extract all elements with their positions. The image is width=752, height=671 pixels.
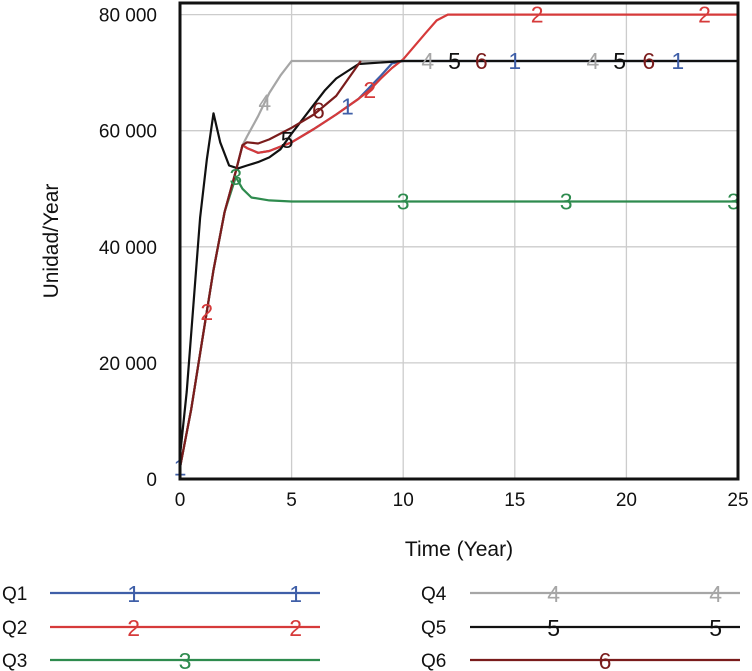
grid bbox=[179, 3, 739, 480]
legend-marker: 4 bbox=[547, 581, 560, 607]
series-marker-q1: 1 bbox=[508, 48, 521, 74]
series-marker-q4: 4 bbox=[587, 48, 600, 74]
legend-label: Q5 bbox=[421, 618, 446, 639]
series-marker-q6: 6 bbox=[312, 98, 325, 124]
x-axis-label: Time (Year) bbox=[405, 538, 513, 561]
x-tick-label: 0 bbox=[175, 490, 186, 511]
legend-label: Q1 bbox=[2, 584, 27, 605]
legend: Q1 1 1 Q2 2 2 Q3 3 Q4 4 4 Q5 5 5 Q6 6 bbox=[2, 581, 740, 671]
legend-item-q4: Q4 4 4 bbox=[421, 581, 740, 607]
legend-marker: 2 bbox=[289, 615, 302, 641]
series-marker-q2: 2 bbox=[531, 2, 544, 28]
legend-marker: 5 bbox=[547, 615, 560, 641]
legend-marker: 6 bbox=[599, 648, 612, 671]
legend-label: Q6 bbox=[421, 651, 446, 671]
legend-marker: 1 bbox=[289, 581, 302, 607]
y-tick-label: 20 000 bbox=[99, 354, 157, 375]
series-marker-q4: 4 bbox=[258, 89, 271, 115]
series-line-q2 bbox=[178, 13, 738, 468]
legend-item-q6: Q6 6 bbox=[421, 648, 740, 671]
plot-frame bbox=[178, 1, 740, 481]
series-marker-q5: 5 bbox=[281, 127, 294, 153]
x-tick-label: 15 bbox=[504, 490, 525, 511]
y-tick-label: 0 bbox=[146, 470, 157, 491]
series-marker-q1: 1 bbox=[341, 94, 354, 120]
series-line-q3 bbox=[178, 176, 738, 468]
series-marker-q2: 2 bbox=[200, 299, 213, 325]
y-tick-label: 40 000 bbox=[99, 238, 157, 259]
legend-marker: 2 bbox=[127, 615, 140, 641]
legend-item-q5: Q5 5 5 bbox=[421, 615, 740, 641]
series-line-q4 bbox=[178, 59, 738, 468]
series-marker-q6: 6 bbox=[475, 48, 488, 74]
legend-label: Q4 bbox=[421, 584, 447, 605]
x-tick-label: 5 bbox=[286, 490, 297, 511]
series-marker-q6: 6 bbox=[642, 48, 655, 74]
y-tick-label: 80 000 bbox=[99, 6, 157, 27]
series-marker-q3: 3 bbox=[229, 164, 242, 190]
legend-item-q3: Q3 3 bbox=[2, 648, 320, 671]
x-tick-label: 10 bbox=[393, 490, 414, 511]
series-marker-q5: 5 bbox=[613, 48, 626, 74]
y-axis-label: Unidad/Year bbox=[40, 184, 63, 299]
legend-marker: 4 bbox=[709, 581, 722, 607]
legend-label: Q3 bbox=[2, 651, 27, 671]
series-marker-q3: 3 bbox=[560, 189, 573, 215]
legend-marker: 5 bbox=[709, 615, 722, 641]
series-marker-q5: 5 bbox=[448, 48, 461, 74]
x-tick-label: 20 bbox=[616, 490, 637, 511]
series-line-q5 bbox=[178, 59, 738, 456]
x-tick-label: 25 bbox=[727, 490, 748, 511]
plot-series bbox=[178, 13, 738, 468]
series-marker-q2: 2 bbox=[698, 2, 711, 28]
series-marker-q1: 1 bbox=[671, 48, 684, 74]
legend-item-q1: Q1 1 1 bbox=[2, 581, 320, 607]
series-line-q1 bbox=[178, 59, 738, 468]
legend-marker: 1 bbox=[127, 581, 140, 607]
series-marker-q3: 3 bbox=[397, 189, 410, 215]
legend-item-q2: Q2 2 2 bbox=[2, 615, 320, 641]
legend-label: Q2 bbox=[2, 618, 27, 639]
series-marker-q4: 4 bbox=[421, 48, 434, 74]
legend-marker: 3 bbox=[179, 648, 192, 671]
y-tick-label: 60 000 bbox=[99, 122, 157, 143]
series-line-q6 bbox=[178, 60, 362, 468]
series-marker-q2: 2 bbox=[363, 77, 376, 103]
